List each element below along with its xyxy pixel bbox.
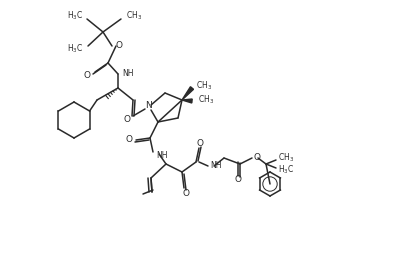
Text: H$_3$C: H$_3$C	[67, 43, 83, 55]
Text: O: O	[235, 175, 242, 184]
Text: O: O	[84, 71, 91, 80]
Text: CH$_3$: CH$_3$	[198, 94, 214, 106]
Text: H$_3$C: H$_3$C	[278, 164, 294, 176]
Polygon shape	[182, 87, 193, 100]
Text: O: O	[125, 136, 132, 145]
Text: CH$_3$: CH$_3$	[278, 152, 294, 164]
Text: NH: NH	[156, 150, 168, 160]
Text: O: O	[197, 140, 204, 148]
Text: O: O	[124, 116, 131, 124]
Polygon shape	[182, 99, 192, 103]
Text: N: N	[144, 100, 151, 109]
Text: CH$_3$: CH$_3$	[126, 10, 142, 22]
Text: O: O	[182, 189, 189, 198]
Text: O: O	[254, 153, 261, 162]
Text: H$_3$C: H$_3$C	[67, 10, 83, 22]
Text: CH$_3$: CH$_3$	[196, 80, 212, 92]
Text: NH: NH	[210, 160, 222, 170]
Text: NH: NH	[122, 69, 133, 78]
Text: O: O	[116, 42, 123, 50]
